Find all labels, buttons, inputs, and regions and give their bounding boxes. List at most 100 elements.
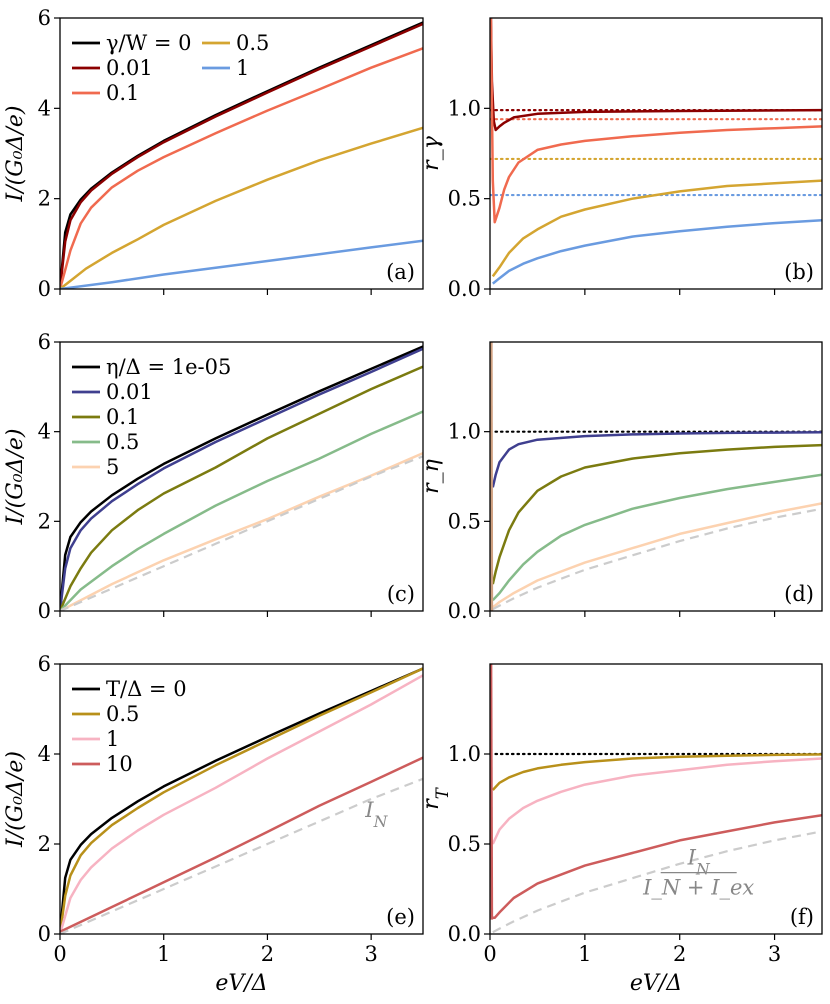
series-line	[491, 443, 822, 585]
y-tick-label: 4	[38, 742, 51, 766]
panel-tag: (d)	[784, 582, 814, 606]
y-tick-label: 0.0	[448, 599, 481, 623]
series-line	[60, 756, 423, 933]
panel-tag: (f)	[790, 905, 814, 929]
annotation: IN	[364, 798, 388, 831]
series-line	[492, 813, 822, 920]
plot-area	[490, 342, 822, 611]
y-tick-label: 2	[38, 832, 51, 856]
series-line	[60, 22, 423, 289]
series-line	[490, 18, 822, 224]
x-tick-label: 0	[483, 942, 496, 966]
panel-c: 0 2 4 6 I/(G₀Δ/e) (c) η/Δ = 1e-050.010.10.55	[3, 330, 424, 623]
y-tick-label: 2	[38, 509, 51, 533]
x-tick-label: 2	[261, 942, 274, 966]
plot-area	[60, 21, 423, 289]
x-axis-label: eV/Δ	[215, 971, 267, 996]
y-axis-label: r_η	[419, 459, 444, 494]
series-line	[60, 347, 423, 611]
annotation-denominator: I_N + I_ex	[642, 876, 754, 900]
y-axis-label: I/(G₀Δ/e)	[3, 106, 28, 203]
panel-f: 0 1 2 3 0.0 0.5 1.0 rT eV/Δ (f) INI_N + I_ex	[419, 663, 823, 996]
y-tick-label: 0.5	[448, 509, 481, 533]
series-line	[60, 667, 423, 934]
x-tick-label: 2	[673, 942, 686, 966]
series-line	[492, 219, 822, 285]
y-tick-label: 4	[38, 420, 51, 444]
y-axis-label: I/(G₀Δ/e)	[3, 751, 28, 848]
annotation-numerator: IN	[687, 846, 711, 879]
y-tick-label: 0	[38, 277, 51, 301]
axes-frame	[59, 17, 424, 290]
series-line	[490, 342, 494, 611]
panel-tag: (c)	[387, 582, 415, 606]
series-line	[60, 365, 423, 611]
series-line	[491, 473, 822, 602]
y-tick-label: 2	[38, 187, 51, 211]
legend-label: 0.5	[106, 430, 139, 454]
panel-tag: (b)	[784, 260, 814, 284]
y-axis-label: r_γ	[419, 135, 444, 171]
series-line	[492, 502, 822, 609]
legend: η/Δ = 1e-050.010.10.55	[72, 355, 231, 479]
series-line	[60, 667, 423, 934]
series-line	[60, 777, 423, 934]
series-line	[491, 430, 822, 488]
legend-label: 0.01	[106, 380, 153, 404]
panel-a: 0 2 4 6 I/(G₀Δ/e) (a) γ/W = 00.010.1 0.51	[3, 6, 424, 301]
plot-area	[490, 664, 822, 934]
y-tick-label: 0.0	[448, 277, 481, 301]
y-tick-label: 6	[38, 652, 51, 676]
legend-label: 0.1	[106, 81, 139, 105]
axes-frame	[59, 663, 424, 935]
legend-label: η/Δ = 1e-05	[106, 355, 231, 379]
series-line	[60, 345, 423, 611]
series-line	[60, 239, 423, 289]
y-axis-label: I/(G₀Δ/e)	[3, 429, 28, 526]
y-tick-label: 0.5	[448, 187, 481, 211]
series-line	[491, 179, 822, 278]
panel-b: 0.0 0.5 1.0r_γ (b)	[419, 17, 823, 301]
y-tick-label: 0	[38, 922, 51, 946]
y-tick-label: 6	[38, 330, 51, 354]
y-tick-label: 6	[38, 6, 51, 30]
legend-label: γ/W = 0	[106, 31, 192, 55]
y-tick-label: 1.0	[448, 420, 481, 444]
plot-area	[60, 667, 423, 934]
x-tick-label: 1	[157, 942, 170, 966]
legend: γ/W = 00.010.1 0.51	[72, 31, 269, 105]
y-tick-label: 0.0	[448, 922, 481, 946]
y-tick-label: 4	[38, 96, 51, 120]
panel-tag: (a)	[386, 260, 415, 284]
legend-label: 0.1	[106, 405, 139, 429]
y-tick-label: 1.0	[448, 96, 481, 120]
axes-frame	[59, 341, 424, 612]
series-line	[60, 674, 423, 934]
y-tick-label: 0	[38, 599, 51, 623]
legend-label: 1	[236, 56, 249, 80]
y-tick-label: 0.5	[448, 832, 481, 856]
legend-label: 1	[106, 727, 119, 751]
legend-label: 0.5	[236, 31, 269, 55]
plot-area	[490, 18, 822, 285]
series-line	[492, 830, 822, 934]
series-line	[490, 18, 822, 132]
series-line	[60, 455, 423, 611]
x-tick-label: 0	[53, 942, 66, 966]
x-axis-label: eV/Δ	[630, 971, 682, 996]
legend-label: T/Δ = 0	[106, 677, 187, 701]
panel-tag: (e)	[386, 905, 415, 929]
legend-label: 5	[106, 455, 119, 479]
legend-label: 10	[106, 752, 133, 776]
series-line	[490, 664, 494, 920]
series-line	[60, 452, 423, 611]
x-tick-label: 3	[768, 942, 781, 966]
series-line	[60, 47, 423, 289]
x-tick-label: 3	[364, 942, 377, 966]
axes-frame	[489, 663, 823, 935]
legend-label: 0.01	[106, 56, 153, 80]
x-tick-label: 1	[578, 942, 591, 966]
